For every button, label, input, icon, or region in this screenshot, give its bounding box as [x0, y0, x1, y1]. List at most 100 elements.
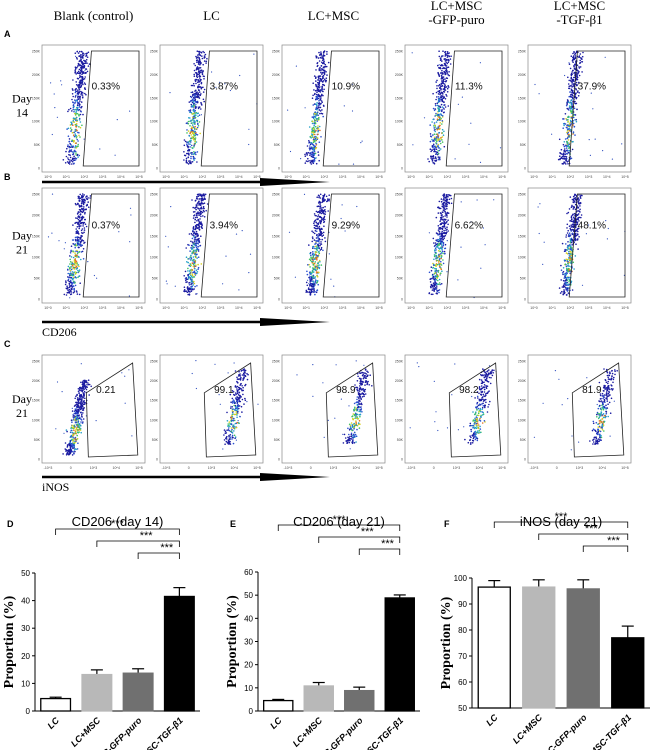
- event-dot: [444, 78, 446, 80]
- event-dot: [74, 124, 77, 126]
- event-dot: [287, 109, 289, 111]
- event-dot: [576, 73, 579, 75]
- event-dot: [189, 141, 192, 143]
- event-dot: [77, 420, 80, 423]
- event-dot: [131, 435, 133, 437]
- event-dot: [294, 276, 296, 278]
- event-dot: [61, 391, 63, 393]
- event-dot: [70, 281, 72, 284]
- event-dot: [565, 265, 568, 268]
- y-tick-label: 100K: [150, 120, 159, 124]
- event-dot: [198, 89, 200, 91]
- event-dot: [74, 118, 76, 120]
- event-dot: [574, 134, 576, 136]
- y-tick-label: 50K: [397, 143, 404, 147]
- event-dot: [566, 127, 568, 129]
- event-dot: [327, 198, 329, 200]
- gate-percent: 3.94%: [210, 220, 238, 231]
- event-dot: [190, 264, 192, 267]
- event-dot: [199, 67, 202, 69]
- x-tick-label: 10^5: [253, 306, 261, 310]
- event-dot: [570, 230, 573, 232]
- event-dot: [315, 251, 317, 253]
- event-dot: [83, 206, 85, 208]
- event-dot: [446, 56, 449, 58]
- event-dot: [341, 204, 343, 206]
- event-dot: [203, 202, 206, 204]
- event-dot: [80, 240, 83, 242]
- event-dot: [436, 277, 438, 279]
- event-dot: [74, 159, 77, 161]
- event-dot: [568, 265, 570, 268]
- event-dot: [565, 160, 567, 162]
- event-dot: [308, 283, 310, 285]
- event-dot: [85, 380, 88, 382]
- event-dot: [315, 139, 317, 141]
- event-dot: [196, 239, 198, 242]
- event-dot: [316, 62, 319, 65]
- event-dot: [444, 84, 446, 87]
- event-dot: [445, 205, 447, 208]
- event-dot: [311, 122, 314, 125]
- event-dot: [193, 270, 196, 273]
- event-dot: [323, 215, 326, 218]
- event-dot: [558, 287, 561, 289]
- event-dot: [187, 270, 189, 272]
- event-dot: [318, 84, 321, 86]
- event-dot: [73, 109, 76, 111]
- plot-frame: [41, 187, 146, 304]
- event-dot: [579, 59, 581, 62]
- event-dot: [83, 384, 86, 387]
- event-dot: [191, 101, 194, 104]
- event-dot: [79, 209, 82, 211]
- event-dot: [441, 106, 444, 108]
- event-dot: [443, 101, 445, 103]
- event-dot: [167, 246, 169, 248]
- y-tick-label: 200K: [150, 214, 159, 218]
- event-dot: [569, 128, 572, 131]
- event-dot: [195, 244, 197, 247]
- event-dot: [73, 442, 75, 445]
- event-dot: [576, 91, 579, 93]
- event-dot: [72, 124, 74, 126]
- event-dot: [312, 264, 315, 266]
- event-dot: [77, 131, 79, 134]
- event-dot: [88, 394, 90, 396]
- event-dot: [566, 287, 569, 290]
- event-dot: [323, 212, 325, 215]
- event-dot: [196, 220, 198, 222]
- event-dot: [440, 85, 443, 88]
- event-dot: [313, 152, 315, 154]
- event-dot: [195, 253, 198, 256]
- event-dot: [314, 279, 317, 281]
- event-dot: [74, 266, 76, 269]
- event-dot: [70, 435, 72, 438]
- event-dot: [433, 109, 436, 112]
- event-dot: [442, 218, 444, 221]
- event-dot: [567, 292, 570, 294]
- event-dot: [74, 409, 76, 412]
- x-tick-label: 10^4: [117, 175, 125, 179]
- event-dot: [194, 211, 196, 213]
- event-dot: [314, 245, 317, 248]
- x-tick-label: 10^4: [117, 306, 125, 310]
- event-dot: [203, 197, 206, 200]
- event-dot: [74, 114, 77, 116]
- event-dot: [202, 209, 205, 212]
- event-dot: [314, 116, 317, 119]
- event-dot: [193, 104, 195, 106]
- event-dot: [428, 160, 431, 163]
- event-dot: [81, 386, 84, 388]
- event-dot: [433, 290, 436, 292]
- event-dot: [198, 97, 201, 99]
- event-dot: [70, 121, 72, 123]
- event-dot: [87, 261, 89, 263]
- event-dot: [316, 111, 319, 114]
- event-dot: [551, 133, 553, 135]
- event-dot: [440, 255, 443, 257]
- event-dot: [313, 291, 315, 293]
- event-dot: [193, 119, 195, 121]
- day-label: Day: [12, 392, 32, 406]
- event-dot: [567, 130, 569, 132]
